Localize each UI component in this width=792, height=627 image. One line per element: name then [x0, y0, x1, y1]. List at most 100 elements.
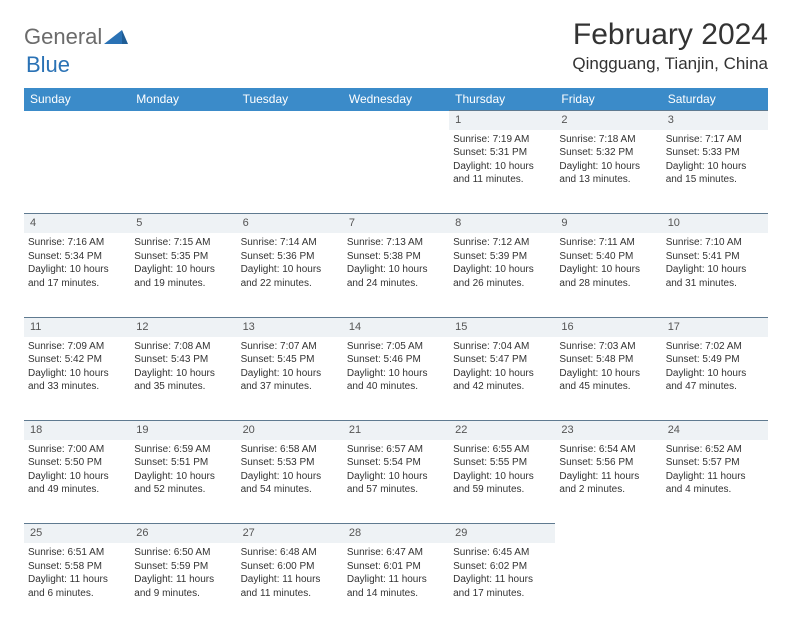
- day-number: 24: [662, 421, 768, 440]
- day-cell: Sunrise: 6:47 AMSunset: 6:01 PMDaylight:…: [343, 543, 449, 627]
- day-cell: Sunrise: 6:54 AMSunset: 5:56 PMDaylight:…: [555, 440, 661, 524]
- day-cell: [662, 543, 768, 627]
- day-number: 3: [662, 111, 768, 130]
- day-cell: Sunrise: 7:05 AMSunset: 5:46 PMDaylight:…: [343, 337, 449, 421]
- daylight-line: Daylight: 11 hours and 6 minutes.: [28, 573, 126, 600]
- daylight-line: Daylight: 10 hours and 26 minutes.: [453, 263, 551, 290]
- day-header: Thursday: [449, 88, 555, 111]
- daynum-row: 2526272829: [24, 524, 768, 543]
- sunrise-line: Sunrise: 7:15 AM: [134, 236, 232, 250]
- logo: General: [24, 24, 130, 50]
- day-number: 21: [343, 421, 449, 440]
- daynum-row: 11121314151617: [24, 317, 768, 336]
- day-header: Friday: [555, 88, 661, 111]
- sunrise-line: Sunrise: 7:13 AM: [347, 236, 445, 250]
- day-cell: Sunrise: 6:59 AMSunset: 5:51 PMDaylight:…: [130, 440, 236, 524]
- day-number: 2: [555, 111, 661, 130]
- sunset-line: Sunset: 5:45 PM: [241, 353, 339, 367]
- sunset-line: Sunset: 5:57 PM: [666, 456, 764, 470]
- daylight-line: Daylight: 10 hours and 40 minutes.: [347, 367, 445, 394]
- daylight-line: Daylight: 10 hours and 15 minutes.: [666, 160, 764, 187]
- sunrise-line: Sunrise: 6:47 AM: [347, 546, 445, 560]
- day-number: [662, 524, 768, 543]
- day-cell: Sunrise: 7:08 AMSunset: 5:43 PMDaylight:…: [130, 337, 236, 421]
- sunrise-line: Sunrise: 6:51 AM: [28, 546, 126, 560]
- day-number: 6: [237, 214, 343, 233]
- day-cell: Sunrise: 7:19 AMSunset: 5:31 PMDaylight:…: [449, 130, 555, 214]
- day-cell: Sunrise: 6:57 AMSunset: 5:54 PMDaylight:…: [343, 440, 449, 524]
- day-number: 8: [449, 214, 555, 233]
- sunrise-line: Sunrise: 7:04 AM: [453, 340, 551, 354]
- day-number: 26: [130, 524, 236, 543]
- day-number: 7: [343, 214, 449, 233]
- day-cell: Sunrise: 7:07 AMSunset: 5:45 PMDaylight:…: [237, 337, 343, 421]
- daylight-line: Daylight: 11 hours and 11 minutes.: [241, 573, 339, 600]
- daylight-line: Daylight: 10 hours and 37 minutes.: [241, 367, 339, 394]
- sunrise-line: Sunrise: 6:58 AM: [241, 443, 339, 457]
- sunset-line: Sunset: 5:42 PM: [28, 353, 126, 367]
- day-number: [555, 524, 661, 543]
- sunrise-line: Sunrise: 7:02 AM: [666, 340, 764, 354]
- day-number: 29: [449, 524, 555, 543]
- day-number: 16: [555, 317, 661, 336]
- location: Qingguang, Tianjin, China: [572, 54, 768, 74]
- content-row: Sunrise: 7:19 AMSunset: 5:31 PMDaylight:…: [24, 130, 768, 214]
- daylight-line: Daylight: 10 hours and 31 minutes.: [666, 263, 764, 290]
- day-cell: [130, 130, 236, 214]
- day-number: 1: [449, 111, 555, 130]
- sunrise-line: Sunrise: 6:57 AM: [347, 443, 445, 457]
- day-cell: Sunrise: 7:04 AMSunset: 5:47 PMDaylight:…: [449, 337, 555, 421]
- sunrise-line: Sunrise: 7:08 AM: [134, 340, 232, 354]
- daylight-line: Daylight: 10 hours and 49 minutes.: [28, 470, 126, 497]
- daylight-line: Daylight: 10 hours and 28 minutes.: [559, 263, 657, 290]
- day-number: 20: [237, 421, 343, 440]
- day-header: Saturday: [662, 88, 768, 111]
- sunrise-line: Sunrise: 7:05 AM: [347, 340, 445, 354]
- sunrise-line: Sunrise: 7:17 AM: [666, 133, 764, 147]
- day-cell: Sunrise: 6:55 AMSunset: 5:55 PMDaylight:…: [449, 440, 555, 524]
- sunrise-line: Sunrise: 7:03 AM: [559, 340, 657, 354]
- sunset-line: Sunset: 5:33 PM: [666, 146, 764, 160]
- daylight-line: Daylight: 10 hours and 19 minutes.: [134, 263, 232, 290]
- sunrise-line: Sunrise: 7:19 AM: [453, 133, 551, 147]
- sunset-line: Sunset: 5:32 PM: [559, 146, 657, 160]
- daylight-line: Daylight: 11 hours and 14 minutes.: [347, 573, 445, 600]
- daynum-row: 18192021222324: [24, 421, 768, 440]
- day-cell: Sunrise: 7:14 AMSunset: 5:36 PMDaylight:…: [237, 233, 343, 317]
- day-number: 23: [555, 421, 661, 440]
- sunset-line: Sunset: 5:31 PM: [453, 146, 551, 160]
- day-number: 12: [130, 317, 236, 336]
- day-number: 14: [343, 317, 449, 336]
- day-number: 28: [343, 524, 449, 543]
- sunrise-line: Sunrise: 6:55 AM: [453, 443, 551, 457]
- daylight-line: Daylight: 10 hours and 47 minutes.: [666, 367, 764, 394]
- sunrise-line: Sunrise: 6:50 AM: [134, 546, 232, 560]
- daylight-line: Daylight: 10 hours and 11 minutes.: [453, 160, 551, 187]
- day-number: 13: [237, 317, 343, 336]
- day-cell: Sunrise: 6:51 AMSunset: 5:58 PMDaylight:…: [24, 543, 130, 627]
- day-number: 25: [24, 524, 130, 543]
- day-cell: Sunrise: 7:11 AMSunset: 5:40 PMDaylight:…: [555, 233, 661, 317]
- daylight-line: Daylight: 10 hours and 24 minutes.: [347, 263, 445, 290]
- sunset-line: Sunset: 5:50 PM: [28, 456, 126, 470]
- sunrise-line: Sunrise: 6:59 AM: [134, 443, 232, 457]
- sunset-line: Sunset: 5:56 PM: [559, 456, 657, 470]
- month-title: February 2024: [572, 18, 768, 52]
- sunset-line: Sunset: 6:02 PM: [453, 560, 551, 574]
- day-cell: [343, 130, 449, 214]
- sunset-line: Sunset: 5:51 PM: [134, 456, 232, 470]
- logo-triangle-icon: [104, 26, 128, 49]
- day-number: [130, 111, 236, 130]
- day-cell: Sunrise: 7:00 AMSunset: 5:50 PMDaylight:…: [24, 440, 130, 524]
- sunset-line: Sunset: 5:48 PM: [559, 353, 657, 367]
- sunrise-line: Sunrise: 7:12 AM: [453, 236, 551, 250]
- day-cell: [555, 543, 661, 627]
- daylight-line: Daylight: 10 hours and 35 minutes.: [134, 367, 232, 394]
- sunset-line: Sunset: 5:38 PM: [347, 250, 445, 264]
- calendar-table: Sunday Monday Tuesday Wednesday Thursday…: [24, 88, 768, 627]
- sunset-line: Sunset: 6:00 PM: [241, 560, 339, 574]
- day-number: 15: [449, 317, 555, 336]
- day-cell: Sunrise: 6:52 AMSunset: 5:57 PMDaylight:…: [662, 440, 768, 524]
- content-row: Sunrise: 7:09 AMSunset: 5:42 PMDaylight:…: [24, 337, 768, 421]
- day-header-row: Sunday Monday Tuesday Wednesday Thursday…: [24, 88, 768, 111]
